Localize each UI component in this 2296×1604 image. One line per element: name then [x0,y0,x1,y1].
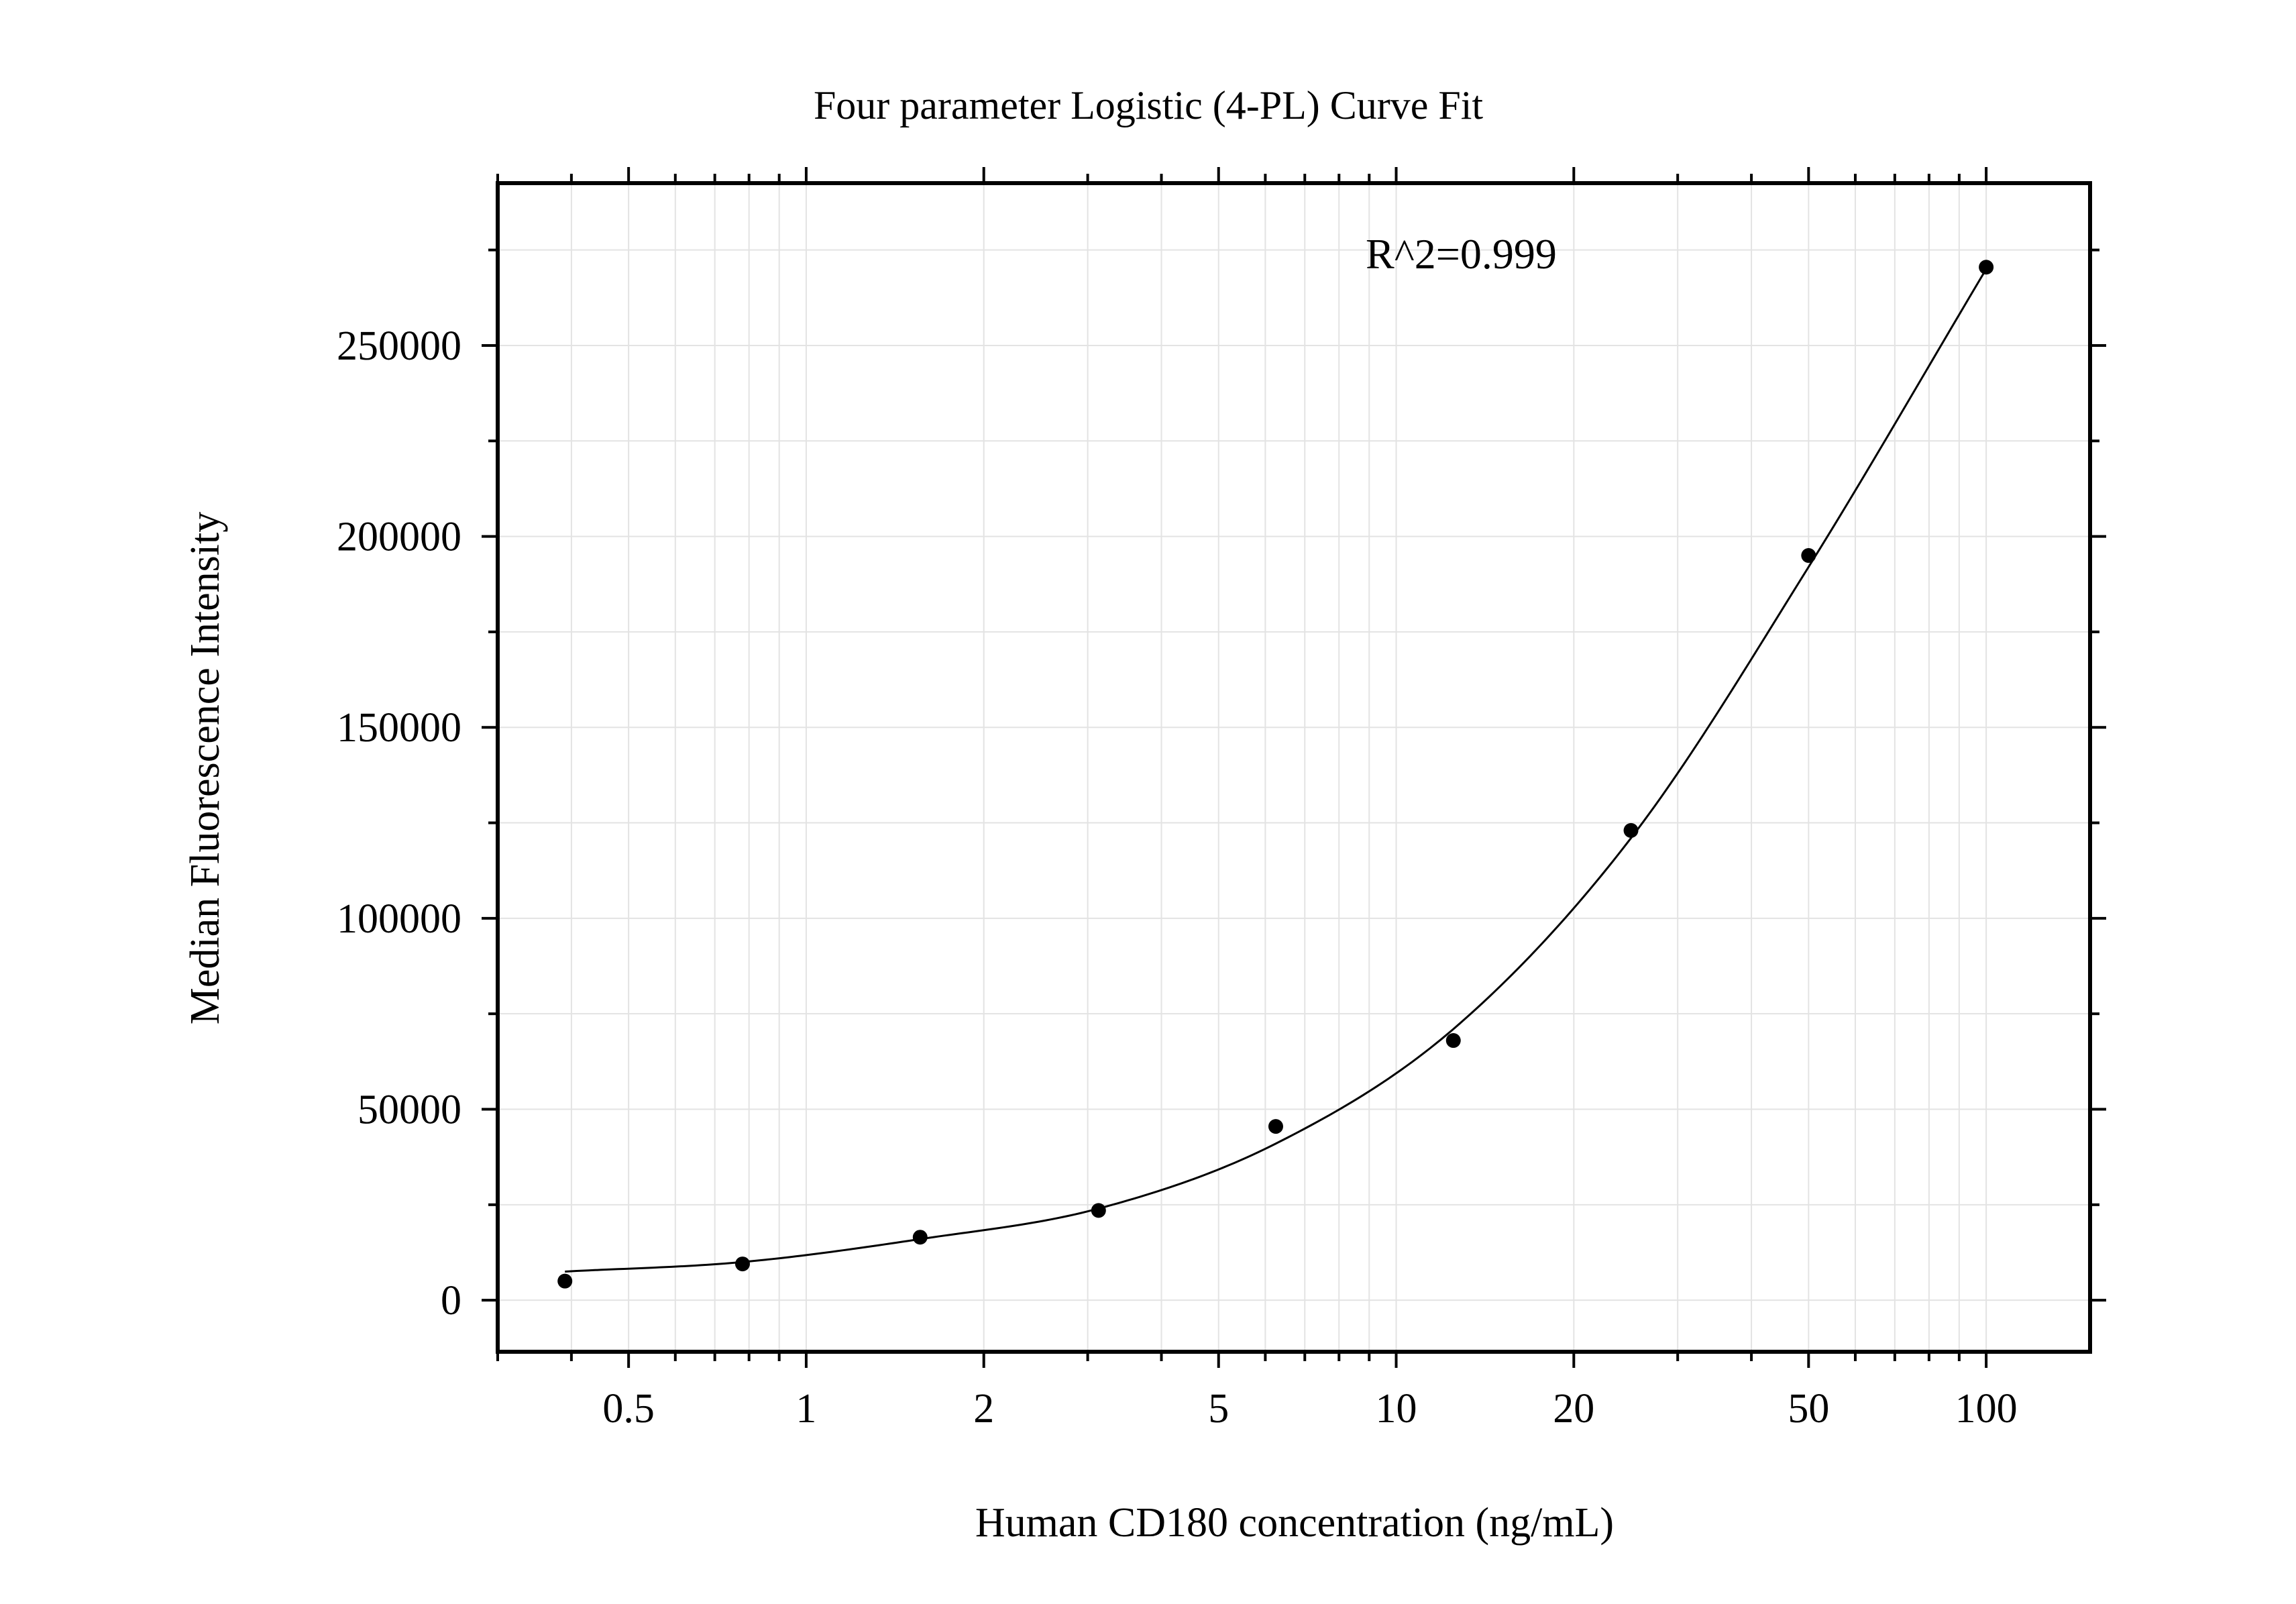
y-axis-label: Median Fluorescence Intensity [182,512,228,1024]
fit-curve [565,268,1987,1273]
data-point [735,1257,751,1272]
y-tick-label: 250000 [337,323,461,369]
r-squared-annotation: R^2=0.999 [1366,230,1557,278]
y-tick-label: 50000 [358,1087,461,1133]
x-tick-label: 0.5 [602,1386,655,1432]
data-point [1445,1033,1461,1049]
data-point [912,1230,928,1245]
x-tick-label: 50 [1788,1386,1829,1432]
data-points [557,260,1994,1289]
y-tick-labels: 0 50000 100000 150000 200000 250000 [337,323,461,1324]
plot-frame [496,181,2092,1354]
x-axis-label: Human CD180 concentration (ng/mL) [975,1500,1614,1546]
x-tick-label: 5 [1208,1386,1229,1432]
x-tick-label: 100 [1955,1386,2018,1432]
x-tick-label: 10 [1376,1386,1417,1432]
data-point [1801,548,1816,564]
x-tick-label: 20 [1553,1386,1594,1432]
data-point [1091,1203,1106,1218]
y-tick-label: 150000 [337,705,461,751]
y-tick-label: 200000 [337,515,461,560]
data-point [1268,1119,1283,1134]
data-point [557,1273,573,1289]
data-point [1979,260,1994,275]
y-tick-label: 0 [441,1278,461,1324]
x-tick-labels: 0.5 1 2 5 10 20 50 100 [602,1386,2017,1432]
data-point [1623,822,1639,838]
x-tick-label: 2 [973,1386,994,1432]
x-tick-label: 1 [796,1386,816,1432]
grid-lines [497,183,2090,1352]
y-tick-label: 100000 [337,896,461,942]
chart-title: Four parameter Logistic (4-PL) Curve Fit [814,83,1483,127]
axis-ticks [482,167,2106,1368]
fit-curve-layer [565,268,1987,1273]
